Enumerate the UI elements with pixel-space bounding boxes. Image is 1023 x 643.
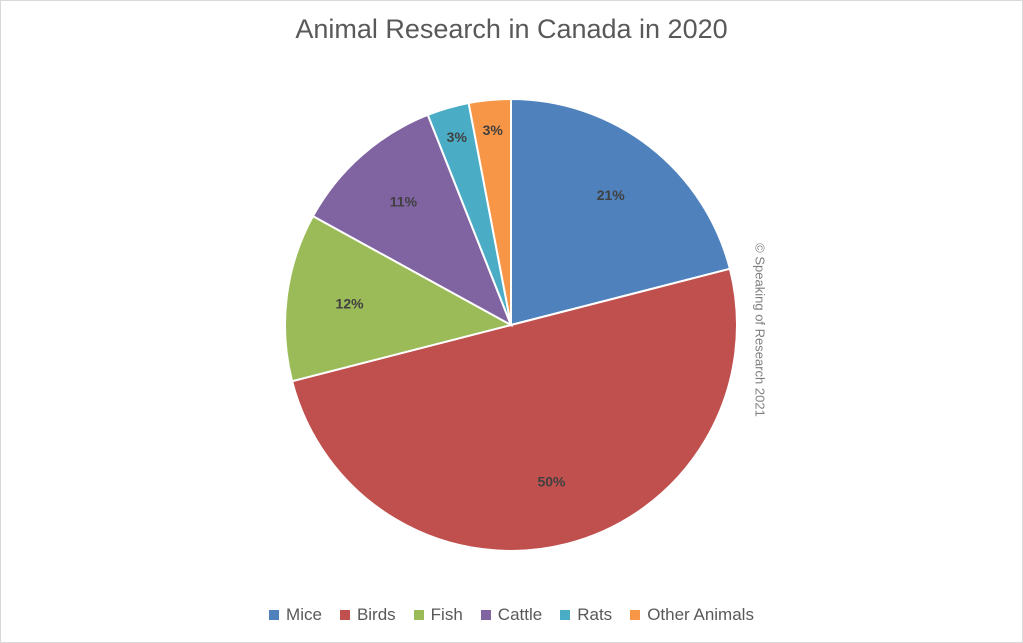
data-label-fish: 12% — [336, 295, 365, 311]
legend-item-other-animals: Other Animals — [630, 605, 754, 625]
legend-label: Rats — [577, 605, 613, 624]
legend-label: Fish — [430, 605, 463, 624]
legend-item-cattle: Cattle — [480, 605, 543, 625]
legend-swatch — [269, 610, 280, 620]
chart-legend: Mice Birds Fish Cattle Rats Other Animals — [0, 605, 1023, 625]
legend-item-mice: Mice — [269, 605, 322, 625]
data-label-rats: 3% — [447, 129, 468, 145]
copyright-watermark: © Speaking of Research 2021 — [752, 243, 768, 417]
data-label-birds: 50% — [537, 473, 566, 489]
pie-slice-fish — [284, 214, 514, 383]
legend-item-fish: Fish — [413, 605, 463, 625]
legend-swatch — [413, 610, 424, 620]
legend-label: Other Animals — [647, 605, 754, 624]
legend-swatch — [560, 610, 571, 620]
data-label-other-animals: 3% — [483, 122, 504, 138]
legend-label: Cattle — [497, 605, 543, 624]
pie-slice-other-animals — [467, 97, 512, 326]
pie-slice-birds — [290, 267, 738, 552]
legend-item-birds: Birds — [339, 605, 396, 625]
chart-title: Animal Research in Canada in 2020 — [295, 14, 728, 44]
legend-item-rats: Rats — [560, 605, 612, 625]
data-label-cattle: 11% — [390, 194, 418, 210]
data-label-mice: 21% — [597, 187, 626, 203]
pie-slice-mice — [510, 97, 732, 327]
legend-swatch — [480, 610, 491, 620]
pie-slice-cattle — [311, 113, 513, 328]
legend-swatch — [339, 610, 350, 620]
legend-label: Birds — [356, 605, 396, 624]
legend-swatch — [630, 610, 641, 620]
legend-label: Mice — [286, 605, 322, 624]
